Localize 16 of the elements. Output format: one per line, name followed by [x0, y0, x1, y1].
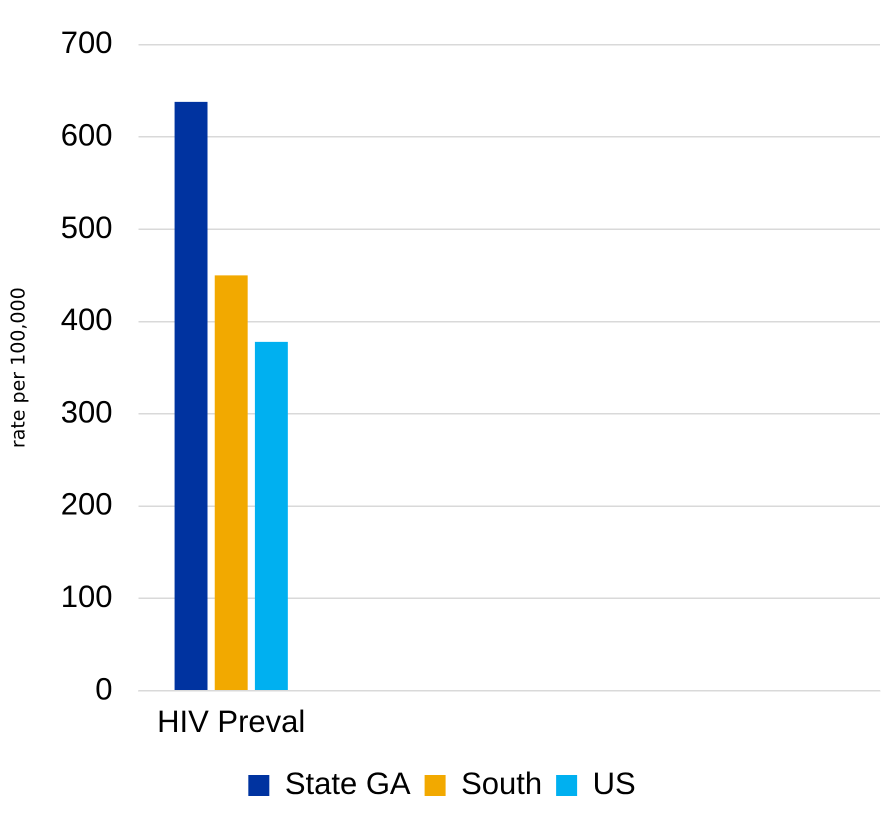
- legend-label: State GA: [284, 766, 411, 802]
- y-tick-label: 200: [60, 486, 113, 522]
- legend-label: South: [461, 766, 542, 802]
- y-tick-label: 600: [60, 117, 113, 152]
- x-tick-label: HIV Preval: [157, 704, 306, 739]
- y-tick-label: 700: [60, 25, 113, 60]
- y-tick-label: 400: [60, 302, 113, 338]
- legend-label: US: [592, 766, 636, 802]
- y-tick-label: 500: [60, 210, 113, 245]
- y-axis-title: rate per 100,000: [7, 287, 30, 448]
- y-tick-label: 300: [60, 394, 113, 430]
- bar: [254, 342, 288, 690]
- y-tick-label: 100: [60, 579, 113, 614]
- bar: [214, 275, 248, 690]
- bar: [174, 102, 208, 690]
- y-tick-label: 0: [95, 671, 113, 706]
